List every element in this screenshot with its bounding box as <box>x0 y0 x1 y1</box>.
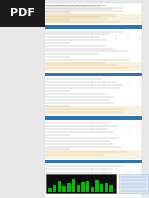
Bar <box>48 188 52 192</box>
Bar <box>95 180 99 192</box>
Bar <box>105 183 108 192</box>
Bar <box>45 106 142 115</box>
Bar <box>45 3 142 198</box>
Text: PDF: PDF <box>10 8 35 18</box>
Bar <box>45 14 142 23</box>
Bar <box>77 185 80 192</box>
Bar <box>0 0 45 27</box>
Bar <box>91 187 94 192</box>
Bar <box>109 185 113 192</box>
Bar <box>45 62 142 71</box>
Bar <box>81 182 84 192</box>
Bar <box>45 25 142 29</box>
Text: Income Statement Ratios and Common-Size Analysis: Income Statement Ratios and Common-Size … <box>46 5 106 6</box>
Bar <box>72 179 75 192</box>
Bar <box>100 184 103 192</box>
Bar <box>46 174 116 193</box>
Bar <box>53 185 56 192</box>
Bar <box>86 181 89 192</box>
Bar <box>67 183 70 192</box>
Bar <box>62 186 66 192</box>
Bar <box>45 73 142 76</box>
Bar <box>45 150 142 159</box>
Bar <box>58 181 61 192</box>
Bar <box>45 160 142 163</box>
Bar <box>119 174 148 193</box>
Bar <box>45 116 142 120</box>
